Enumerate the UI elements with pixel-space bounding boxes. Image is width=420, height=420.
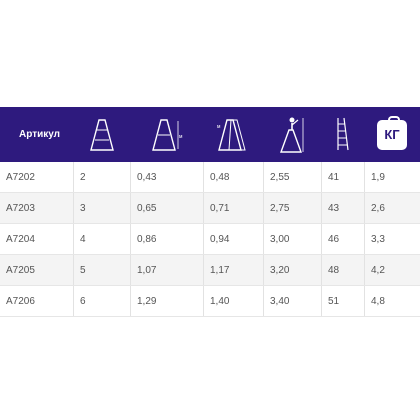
- steps-cell: 5: [80, 264, 86, 276]
- height-cell: 0,43: [137, 171, 157, 183]
- table-header: Артикул м м: [0, 107, 420, 162]
- table-row: А7204 4 0,86 0,94 3,00 46 3,3: [0, 224, 420, 255]
- table-row: А7203 3 0,65 0,71 2,75 43 2,6: [0, 193, 420, 224]
- ladder-steps-length-icon: [336, 117, 349, 150]
- working-height-cell: 1,17: [210, 264, 230, 276]
- ladder-height-icon: м: [151, 118, 183, 151]
- reach-cell: 2,75: [270, 202, 290, 214]
- article-header-label: Артикул: [19, 129, 61, 140]
- reach-cell: 2,55: [270, 171, 290, 183]
- svg-text:м: м: [217, 124, 221, 130]
- length-cell: 43: [328, 202, 340, 214]
- height-cell: 1,29: [137, 295, 157, 307]
- article-cell: А7202: [6, 171, 35, 183]
- spec-table: Артикул м м: [0, 107, 420, 317]
- table-row: А7202 2 0,43 0,48 2,55 41 1,9: [0, 162, 420, 193]
- length-cell: 41: [328, 171, 340, 183]
- article-cell: А7205: [6, 264, 35, 276]
- article-cell: А7203: [6, 202, 35, 214]
- ladder-a-frame-icon: [89, 118, 114, 151]
- header-height: м: [130, 107, 203, 162]
- person-on-ladder-icon: [280, 117, 304, 153]
- length-cell: 51: [328, 295, 340, 307]
- steps-cell: 3: [80, 202, 86, 214]
- weight-cell: 2,6: [371, 202, 385, 214]
- length-cell: 48: [328, 264, 340, 276]
- steps-cell: 6: [80, 295, 86, 307]
- table-row: А7205 5 1,07 1,17 3,20 48 4,2: [0, 255, 420, 286]
- header-length: [321, 107, 364, 162]
- header-weight: КГ: [364, 107, 420, 162]
- working-height-cell: 1,40: [210, 295, 230, 307]
- ladder-working-height-icon: м: [217, 118, 246, 151]
- reach-cell: 3,20: [270, 264, 290, 276]
- length-cell: 46: [328, 233, 340, 245]
- weight-label: КГ: [384, 127, 400, 142]
- steps-cell: 4: [80, 233, 86, 245]
- height-cell: 0,86: [137, 233, 157, 245]
- reach-cell: 3,40: [270, 295, 290, 307]
- svg-text:м: м: [179, 134, 183, 140]
- weight-cell: 4,8: [371, 295, 385, 307]
- working-height-cell: 0,94: [210, 233, 230, 245]
- working-height-cell: 0,48: [210, 171, 230, 183]
- article-cell: А7206: [6, 295, 35, 307]
- working-height-cell: 0,71: [210, 202, 230, 214]
- article-cell: А7204: [6, 233, 35, 245]
- weight-icon: КГ: [377, 115, 407, 150]
- reach-cell: 3,00: [270, 233, 290, 245]
- weight-cell: 1,9: [371, 171, 385, 183]
- header-steps: [73, 107, 130, 162]
- height-cell: 1,07: [137, 264, 157, 276]
- weight-cell: 4,2: [371, 264, 385, 276]
- table-row: А7206 6 1,29 1,40 3,40 51 4,8: [0, 286, 420, 317]
- height-cell: 0,65: [137, 202, 157, 214]
- steps-cell: 2: [80, 171, 86, 183]
- weight-cell: 3,3: [371, 233, 385, 245]
- header-article: Артикул: [0, 107, 73, 162]
- header-working-height: м: [203, 107, 263, 162]
- header-reach: [263, 107, 321, 162]
